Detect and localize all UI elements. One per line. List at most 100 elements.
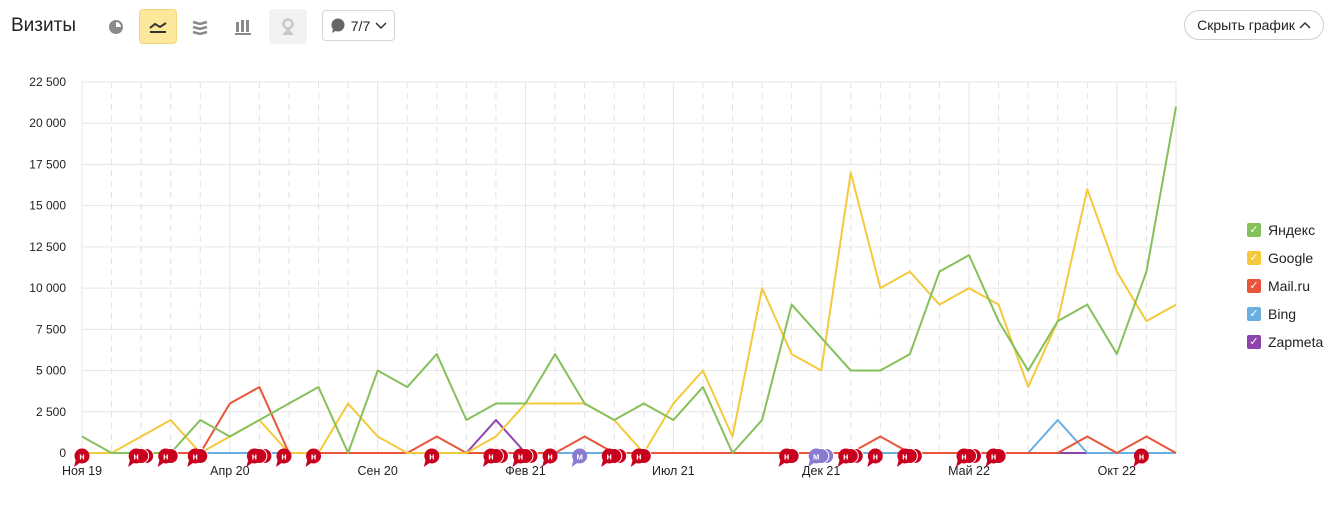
annotation-marker[interactable]: н xyxy=(867,448,883,468)
chevron-up-icon xyxy=(1299,21,1311,29)
annotation-circle xyxy=(808,448,824,464)
checkbox-checked-icon[interactable]: ✓ xyxy=(1247,307,1261,321)
annotation-marker[interactable]: н xyxy=(512,448,539,468)
annotation-marker[interactable]: н xyxy=(896,448,923,468)
legend-item[interactable]: ✓ Google xyxy=(1247,244,1323,272)
annotation-marker[interactable]: н xyxy=(275,448,292,468)
hide-chart-button[interactable]: Скрыть график xyxy=(1184,10,1324,40)
annotation-circle xyxy=(1133,448,1149,464)
checkbox-checked-icon[interactable]: ✓ xyxy=(1247,223,1261,237)
y-tick-label: 10 000 xyxy=(29,281,66,295)
annotation-circle xyxy=(601,448,617,464)
y-tick-label: 22 500 xyxy=(29,75,66,89)
annotation-marker[interactable]: м xyxy=(571,448,588,468)
annotation-circle xyxy=(838,448,854,464)
annotation-circle xyxy=(483,448,499,464)
y-tick-label: 2 500 xyxy=(36,405,66,419)
annotation-circle xyxy=(572,448,588,464)
annotation-marker[interactable]: н xyxy=(630,448,652,468)
annotation-circle xyxy=(424,448,440,464)
annotation-letter: н xyxy=(79,452,84,462)
legend-label: Яндекс xyxy=(1268,222,1316,238)
annotation-circle xyxy=(867,448,883,464)
y-tick-label: 17 500 xyxy=(29,157,66,171)
annotation-marker[interactable]: н xyxy=(1133,448,1149,468)
legend-label: Zapmeta xyxy=(1268,334,1324,350)
annotation-marker[interactable]: н xyxy=(157,448,179,468)
series-line- xyxy=(81,106,1177,454)
y-tick-label: 7 500 xyxy=(36,322,66,336)
annotation-marker[interactable]: н xyxy=(837,448,864,468)
annotation-circle xyxy=(187,448,203,464)
x-tick-label: Окт 22 xyxy=(1098,464,1136,478)
legend-item[interactable]: ✓ Яндекс xyxy=(1247,216,1323,244)
pie-chart-button[interactable] xyxy=(97,9,135,44)
map-pin-icon xyxy=(282,17,294,35)
annotation-letter: н xyxy=(961,452,966,462)
annotation-circle xyxy=(128,448,144,464)
legend-label: Google xyxy=(1268,250,1314,266)
pie-chart-icon xyxy=(109,19,123,34)
checkbox-checked-icon[interactable]: ✓ xyxy=(1247,279,1261,293)
legend-item[interactable]: ✓ Bing xyxy=(1247,300,1323,328)
annotations-dropdown[interactable]: 7/7 xyxy=(322,10,395,41)
annotation-marker[interactable]: н xyxy=(542,448,558,468)
area-chart-button[interactable] xyxy=(181,9,219,44)
x-tick-label: Дек 21 xyxy=(802,464,840,478)
annotation-letter: н xyxy=(518,452,523,462)
line-chart-icon xyxy=(149,21,167,33)
annotation-letter: н xyxy=(606,452,611,462)
annotation-marker[interactable]: н xyxy=(601,448,628,468)
annotation-marker[interactable]: н xyxy=(305,448,322,468)
hide-chart-label: Скрыть график xyxy=(1197,17,1295,33)
chevron-down-icon xyxy=(375,21,387,29)
legend-label: Mail.ru xyxy=(1268,278,1311,294)
annotation-marker[interactable]: н xyxy=(128,448,155,468)
annotation-circle xyxy=(956,448,972,464)
annotation-marker[interactable]: н xyxy=(74,448,90,468)
annotation-circle xyxy=(897,448,913,464)
annotation-circle xyxy=(74,448,90,464)
annotation-letter: м xyxy=(576,452,583,462)
annotation-letter: н xyxy=(1139,452,1144,462)
line-chart-button[interactable] xyxy=(139,9,177,44)
annotation-marker[interactable]: н xyxy=(956,448,983,468)
annotation-letter: м xyxy=(813,452,820,462)
comment-icon xyxy=(331,18,345,33)
annotation-letter: н xyxy=(488,452,493,462)
bar-chart-button[interactable] xyxy=(224,9,262,44)
dropdown-value: 7/7 xyxy=(350,17,371,34)
x-tick-label: Май 22 xyxy=(948,464,990,478)
legend-item[interactable]: ✓ Mail.ru xyxy=(1247,272,1323,300)
line-chart: 0 2 500 5 000 7 500 10 000 12 500 15 000 17 500… xyxy=(29,75,1177,478)
annotation-marker[interactable]: н xyxy=(246,448,273,468)
annotation-letter: н xyxy=(902,452,907,462)
annotation-circle xyxy=(158,448,174,464)
annotation-marker[interactable]: н xyxy=(482,448,509,468)
annotation-letter: н xyxy=(784,452,789,462)
checkbox-checked-icon[interactable]: ✓ xyxy=(1247,335,1261,349)
x-tick-label: Ноя 19 xyxy=(62,464,102,478)
annotation-letter: н xyxy=(991,452,996,462)
series-line-mailru xyxy=(82,386,1177,454)
annotation-letter: н xyxy=(281,452,286,462)
annotation-circle xyxy=(513,448,529,464)
annotation-circle xyxy=(779,448,795,464)
y-tick-label: 12 500 xyxy=(29,240,66,254)
annotation-marker[interactable]: м xyxy=(808,448,835,468)
y-tick-label: 15 000 xyxy=(29,199,66,213)
legend-item[interactable]: ✓ Zapmeta xyxy=(1247,328,1323,356)
annotation-letter: н xyxy=(636,452,641,462)
annotation-letter: н xyxy=(843,452,848,462)
y-tick-label: 0 xyxy=(59,446,66,460)
annotation-letter: н xyxy=(252,452,257,462)
annotation-marker[interactable]: н xyxy=(985,448,1007,468)
annotation-marker[interactable]: н xyxy=(423,448,440,468)
page-title: Визиты xyxy=(11,15,76,36)
map-button[interactable] xyxy=(269,9,307,44)
annotation-marker[interactable]: н xyxy=(778,448,800,468)
annotation-marker[interactable]: н xyxy=(187,448,209,468)
annotation-circle xyxy=(276,448,292,464)
checkbox-checked-icon[interactable]: ✓ xyxy=(1247,251,1261,265)
series-line-google xyxy=(82,171,1177,454)
